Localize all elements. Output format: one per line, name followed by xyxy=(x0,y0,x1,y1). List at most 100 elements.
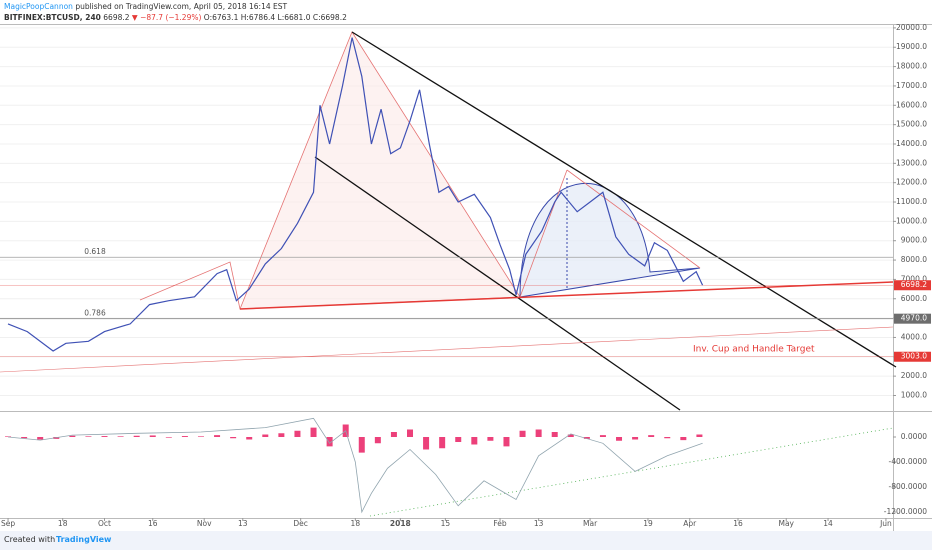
histogram-bar xyxy=(69,435,76,437)
x-tick-label: Oct xyxy=(98,519,111,528)
header-line: MagicPoopCannon published on TradingView… xyxy=(4,1,347,12)
histogram-bar xyxy=(519,430,526,437)
created: Created with xyxy=(4,535,56,544)
histogram-bar xyxy=(664,437,671,439)
y-tick-label: 4000.0 xyxy=(901,332,927,341)
author[interactable]: MagicPoopCannon xyxy=(4,2,73,11)
header: MagicPoopCannon published on TradingView… xyxy=(4,1,347,23)
histogram-bar xyxy=(165,437,172,438)
histogram-bar xyxy=(648,435,655,437)
series-line xyxy=(7,417,703,514)
x-tick-label: 14 xyxy=(823,519,833,528)
histogram-bar xyxy=(310,427,317,437)
histogram-bar xyxy=(358,437,365,453)
histogram-bar xyxy=(149,435,156,437)
x-tick-label: 15 xyxy=(441,519,451,528)
histogram-bar xyxy=(680,437,687,441)
histogram-bar xyxy=(101,436,108,437)
x-tick-label: Nov xyxy=(197,519,212,528)
histogram-bar xyxy=(471,437,478,445)
brand[interactable]: TradingView xyxy=(56,535,112,544)
fib-label: 0.786 xyxy=(84,309,106,318)
series-line xyxy=(7,37,704,352)
histogram-bar xyxy=(133,435,140,437)
y-tick-label: 18000.0 xyxy=(896,62,927,71)
channel-upper xyxy=(351,31,897,368)
histogram-bar xyxy=(503,437,510,447)
histogram-bar xyxy=(197,436,204,437)
leg xyxy=(519,169,568,298)
x-tick-label: 16 xyxy=(733,519,743,528)
histogram-bar xyxy=(230,437,237,439)
x-tick-label: 18 xyxy=(58,519,68,528)
y-tick-label: 10000.0 xyxy=(896,216,927,225)
histogram-bar xyxy=(21,437,28,439)
y-tick-label: 6000.0 xyxy=(901,294,927,303)
histogram-bar xyxy=(117,436,124,437)
fib-label: 0.618 xyxy=(84,247,106,256)
histogram-bar xyxy=(294,430,301,437)
x-tick-label: 13 xyxy=(238,519,248,528)
header-line: BITFINEX:BTCUSD, 240 6698.2 ▼ −87.7 (−1.… xyxy=(4,12,347,23)
x-tick-label: Dec xyxy=(293,519,308,528)
y-tick-label: 17000.0 xyxy=(896,81,927,90)
y-tick-label: 0.0000 xyxy=(901,432,927,441)
histogram-bar xyxy=(567,434,574,437)
histogram-bar xyxy=(487,437,494,441)
wedge xyxy=(139,261,241,310)
y-tick-label: 7000.0 xyxy=(901,274,927,283)
histogram-bar xyxy=(616,437,623,441)
y-tick-label: 20000.0 xyxy=(896,23,927,32)
price-tag xyxy=(894,351,931,362)
frame xyxy=(0,24,932,531)
y-tick-label: 19000.0 xyxy=(896,42,927,51)
histogram-bar xyxy=(374,437,381,444)
y-tick-label: 9000.0 xyxy=(901,236,927,245)
footer: Created with TradingView xyxy=(0,531,932,550)
x-tick-label: 16 xyxy=(148,519,158,528)
histogram-bar xyxy=(551,432,558,437)
histogram-bar xyxy=(583,437,590,439)
cup xyxy=(519,183,701,298)
macd-trend xyxy=(369,427,894,517)
histogram-bar xyxy=(181,436,188,437)
y-tick-label: 8000.0 xyxy=(901,255,927,264)
x-tick-label: Mar xyxy=(583,519,598,528)
trend-line xyxy=(0,326,894,373)
chart: 1000.02000.03000.04000.05000.06000.07000… xyxy=(0,23,932,531)
x-tick-label: Feb xyxy=(493,519,507,528)
histogram-bar xyxy=(262,434,269,437)
y-tick-label: 1000.0 xyxy=(901,390,927,399)
price-tag-label: 3003.0 xyxy=(901,352,927,361)
histogram-bar xyxy=(214,435,221,437)
price-tag xyxy=(894,280,931,291)
triangle xyxy=(239,31,521,310)
x-tick-label: 18 xyxy=(351,519,361,528)
histogram-bar xyxy=(37,437,44,440)
histogram-bar xyxy=(246,437,253,440)
y-tick-label: 2000.0 xyxy=(901,371,927,380)
x-tick-label: Sep xyxy=(1,519,15,528)
leg xyxy=(566,169,701,269)
histogram-bar xyxy=(85,436,92,437)
x-tick-label: 19 xyxy=(643,519,653,528)
x-tick-label: May xyxy=(778,519,794,528)
histogram-bar xyxy=(326,437,333,447)
histogram-bar xyxy=(632,437,639,440)
change: ▼ −87.7 (−1.29%) xyxy=(131,13,202,22)
x-tick-label: Apr xyxy=(683,519,697,528)
histogram-bar xyxy=(599,435,606,437)
histogram-bar xyxy=(390,432,397,437)
ohlc: O:6763.1 H:6786.4 L:6681.0 C:6698.2 xyxy=(203,13,347,22)
channel-lower xyxy=(314,156,681,411)
histogram-bar xyxy=(407,429,414,437)
histogram-bar xyxy=(455,437,462,442)
x-tick-label: 13 xyxy=(534,519,544,528)
histogram-bar xyxy=(439,437,446,449)
y-tick-label: -800.0000 xyxy=(889,482,928,491)
y-tick-label: 12000.0 xyxy=(896,178,927,187)
histogram-bar xyxy=(278,433,285,437)
x-tick-label: Jun xyxy=(879,519,892,528)
y-tick-label: 13000.0 xyxy=(896,158,927,167)
